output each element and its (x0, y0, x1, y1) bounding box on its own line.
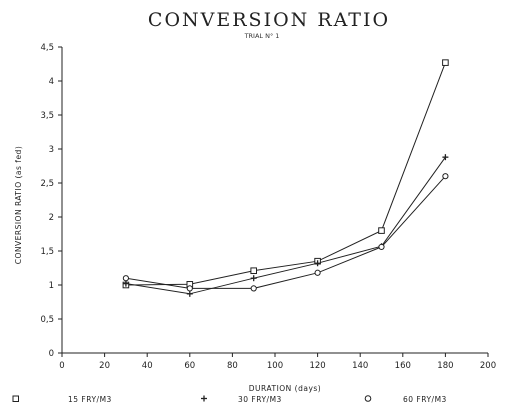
data-point-60-fry-m3 (442, 173, 449, 180)
legend: 15 FRY/M3 30 FRY/M3 60 FRY/M3 (12, 395, 447, 404)
data-point-30-fry-m3 (442, 154, 449, 161)
data-point-15-fry-m3 (250, 267, 257, 275)
x-tick-label: 160 (395, 361, 411, 371)
y-tick-label: 3 (49, 145, 54, 155)
data-point-30-fry-m3 (122, 280, 129, 287)
x-tick-label: 180 (437, 361, 453, 371)
y-tick-label: 4 (49, 77, 54, 87)
data-point-60-fry-m3 (122, 275, 130, 282)
y-tick-label: 2,5 (40, 179, 54, 189)
x-tick-label: 100 (267, 361, 283, 371)
y-tick-label: 0,5 (40, 315, 54, 325)
data-point-30-fry-m3 (250, 275, 257, 282)
legend-square-marker (12, 395, 19, 402)
legend-label-30-fry: 30 FRY/M3 (238, 395, 282, 404)
data-point-15-fry-m3 (442, 59, 449, 66)
x-tick-label: 120 (309, 361, 325, 371)
chart-subtitle: TRIAL N° 1 (244, 32, 280, 40)
y-tick-label: 4,5 (40, 43, 54, 53)
legend-label-15-fry: 15 FRY/M3 (68, 395, 112, 404)
y-tick-label: 1 (49, 281, 54, 291)
y-axis-ticks: 0 0,5 1 1,5 2 2,5 3 3,5 4 4,5 (40, 43, 62, 359)
series-line-15-fry-m3 (125, 62, 446, 286)
legend-circle-marker (364, 395, 372, 402)
series-line-30-fry-m3 (125, 156, 446, 295)
data-point-30-fry-m3 (314, 260, 321, 267)
x-tick-label: 0 (59, 361, 64, 371)
x-tick-label: 20 (99, 361, 110, 371)
chart-title: CONVERSION RATIO (148, 9, 390, 31)
y-tick-label: 0 (49, 349, 54, 359)
x-tick-label: 200 (480, 361, 496, 371)
series-lines (122, 59, 449, 297)
series-line-60-fry-m3 (125, 175, 446, 289)
legend-item-30-fry: 30 FRY/M3 (201, 395, 282, 404)
legend-label-60-fry: 60 FRY/M3 (403, 395, 447, 404)
x-tick-label: 80 (227, 361, 238, 371)
data-point-15-fry-m3 (378, 227, 385, 234)
y-tick-label: 2 (49, 213, 54, 223)
x-tick-label: 140 (352, 361, 368, 371)
data-point-30-fry-m3 (186, 290, 193, 297)
x-axis-ticks: 0 20 40 60 80 100 120 140 160 180 200 (59, 353, 496, 371)
x-tick-label: 40 (142, 361, 153, 371)
data-point-60-fry-m3 (314, 269, 321, 276)
x-axis-label: DURATION (days) (249, 384, 321, 393)
legend-item-60-fry: 60 FRY/M3 (364, 395, 447, 404)
y-tick-label: 1,5 (40, 247, 54, 257)
data-point-60-fry-m3 (250, 285, 257, 292)
data-point-60-fry-m3 (378, 243, 385, 251)
data-point-60-fry-m3 (186, 285, 193, 292)
y-axis-label: CONVERSION RATIO (as fed) (14, 146, 23, 265)
x-tick-label: 60 (184, 361, 195, 371)
legend-item-15-fry: 15 FRY/M3 (12, 395, 112, 404)
y-tick-label: 3,5 (40, 111, 54, 121)
